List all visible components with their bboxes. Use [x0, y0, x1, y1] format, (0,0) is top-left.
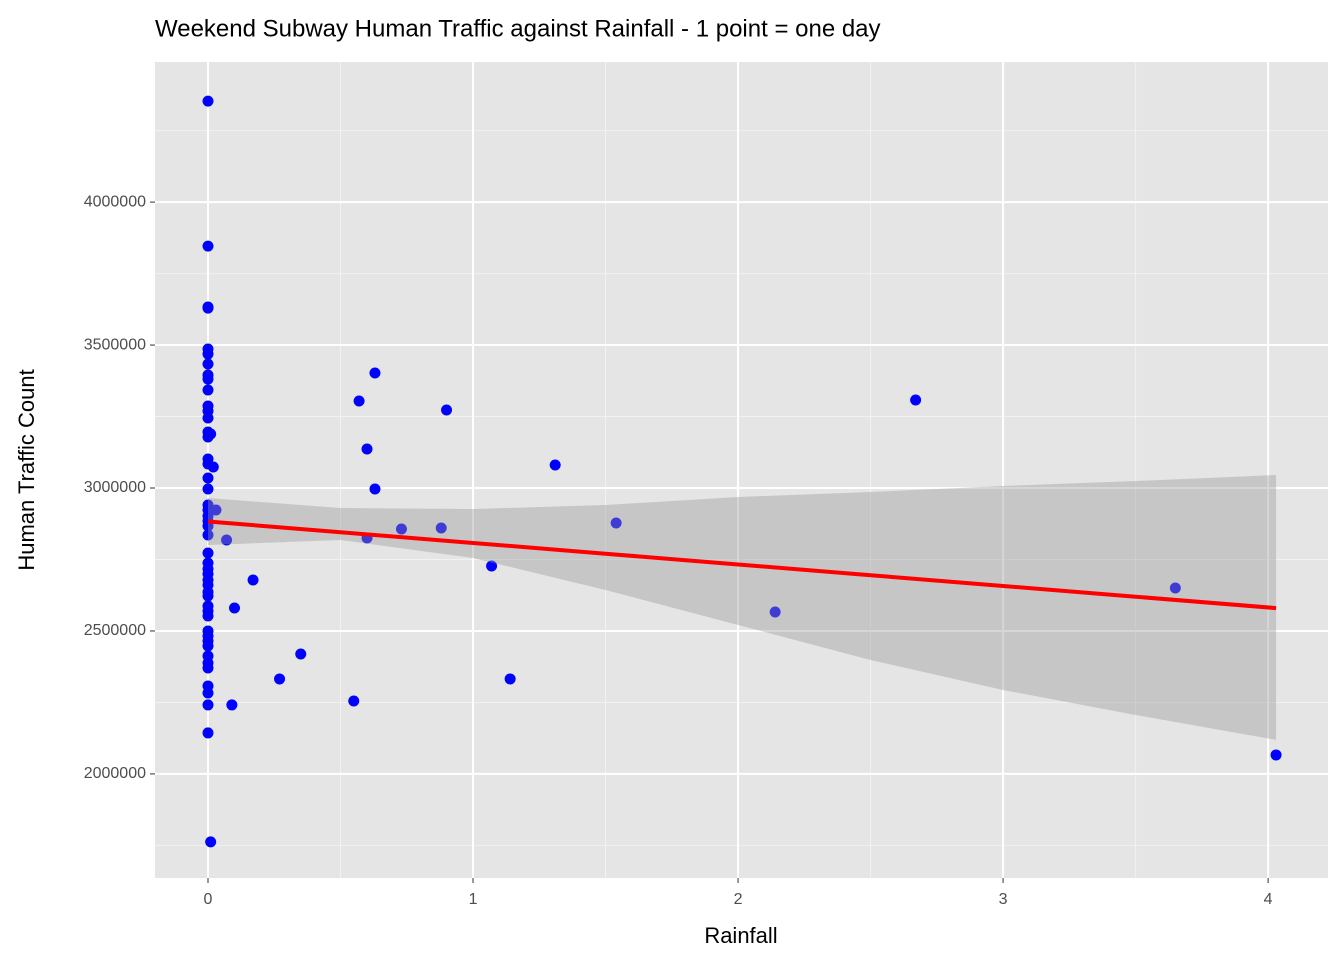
point — [202, 384, 214, 396]
x-tick-label: 0 — [204, 891, 213, 908]
point — [207, 461, 219, 473]
point — [229, 602, 241, 614]
point — [226, 699, 238, 711]
point — [202, 547, 214, 559]
point — [202, 472, 214, 484]
point — [247, 574, 259, 586]
point — [361, 443, 373, 455]
point — [369, 367, 381, 379]
point — [202, 590, 214, 602]
x-tick-label: 3 — [999, 891, 1008, 908]
point — [395, 523, 407, 535]
point — [205, 428, 217, 440]
y-tick-label: 3000000 — [84, 479, 146, 496]
point — [486, 560, 498, 572]
y-axis-title: Human Traffic Count — [14, 369, 39, 570]
y-tick-label: 2500000 — [84, 622, 146, 639]
y-tick-label: 4000000 — [84, 193, 146, 210]
point — [202, 373, 214, 385]
point — [295, 648, 307, 660]
point — [202, 302, 214, 314]
point — [202, 412, 214, 424]
point — [202, 483, 214, 495]
x-tick-label: 2 — [734, 891, 743, 908]
point — [202, 610, 214, 622]
point — [769, 606, 781, 618]
y-tick-label: 2000000 — [84, 765, 146, 782]
y-tick-label: 3500000 — [84, 336, 146, 353]
point — [202, 727, 214, 739]
point — [202, 640, 214, 652]
chart-title: Weekend Subway Human Traffic against Rai… — [155, 15, 881, 42]
x-tick-label: 1 — [469, 891, 478, 908]
fit-line — [207, 519, 1277, 611]
point — [549, 459, 561, 471]
point — [348, 695, 360, 707]
point — [369, 483, 381, 495]
point — [202, 358, 214, 370]
point — [610, 517, 622, 529]
point — [441, 404, 453, 416]
point — [205, 836, 217, 848]
point — [202, 529, 214, 541]
point — [910, 394, 922, 406]
point — [202, 699, 214, 711]
point — [221, 534, 233, 546]
point — [353, 395, 365, 407]
point — [504, 673, 516, 685]
point — [202, 687, 214, 699]
point — [1169, 582, 1181, 594]
point — [435, 522, 447, 534]
panel — [155, 62, 1328, 878]
point — [202, 348, 214, 360]
point — [210, 504, 222, 516]
point — [274, 673, 286, 685]
point — [202, 662, 214, 674]
x-tick-label: 4 — [1264, 891, 1273, 908]
x-axis-title: Rainfall — [704, 923, 777, 948]
point — [202, 95, 214, 107]
point — [202, 240, 214, 252]
point — [1270, 749, 1282, 761]
